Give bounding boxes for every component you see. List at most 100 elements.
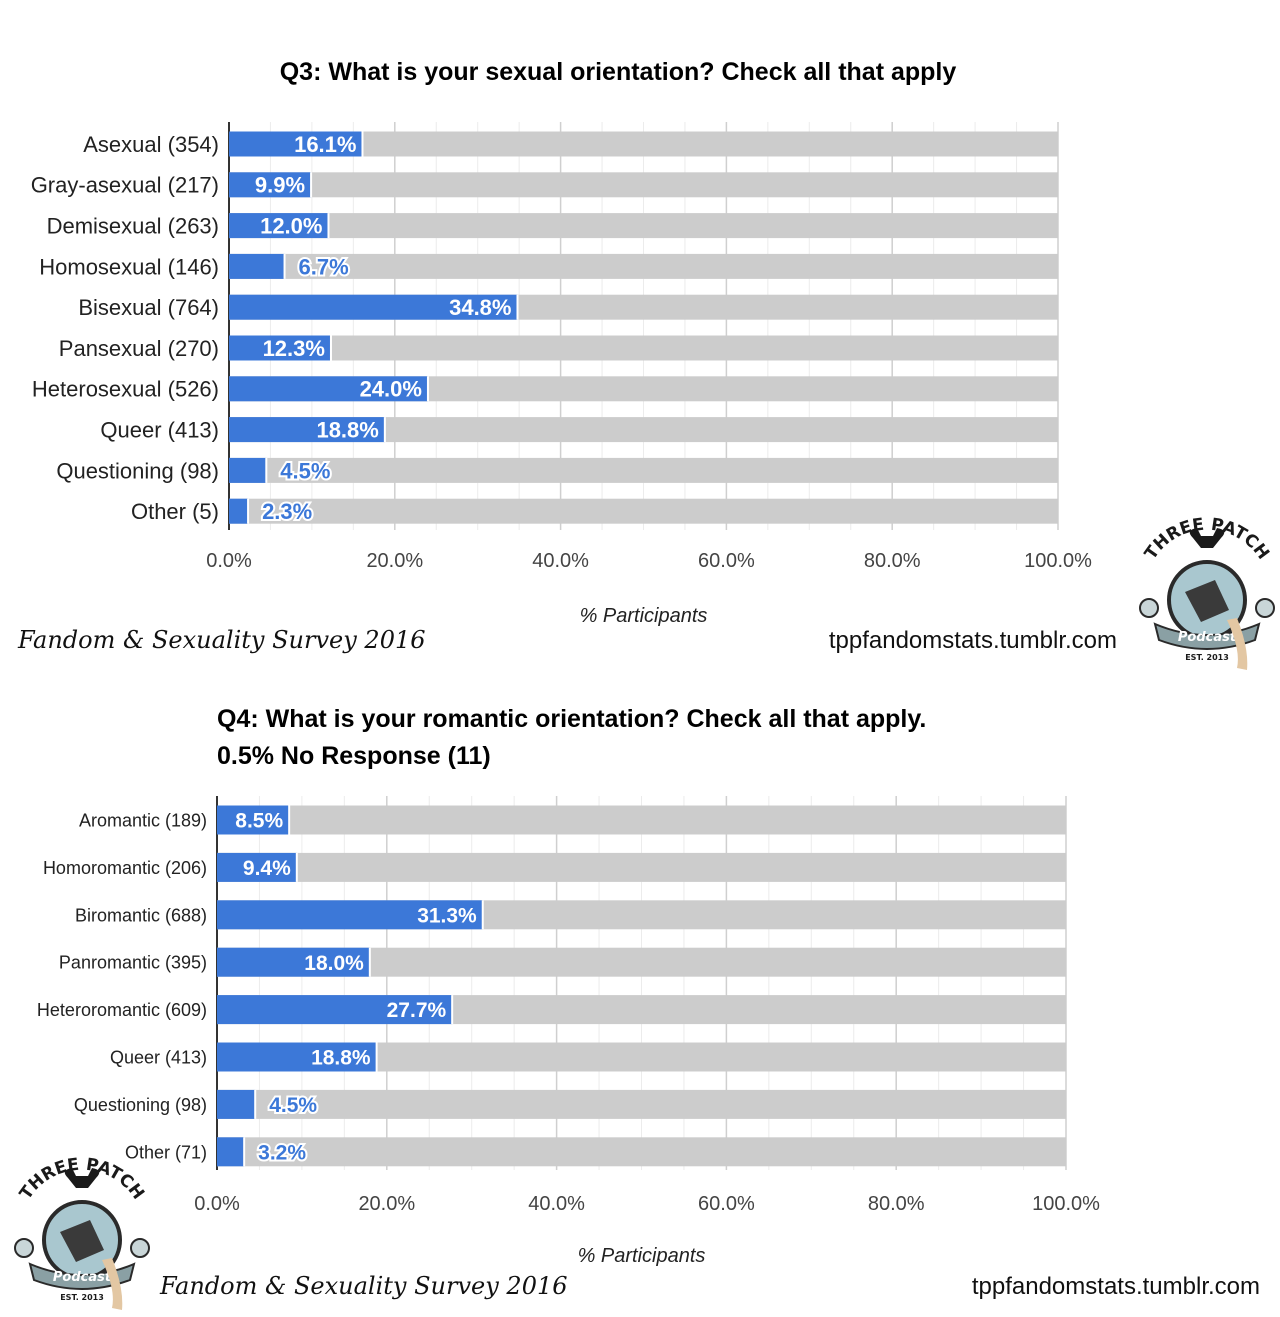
value-label: 24.0% (360, 377, 422, 402)
bar-track (229, 498, 1058, 524)
logo-est: EST. 2013 (60, 1293, 104, 1302)
x-tick-label: 100.0% (1032, 1193, 1100, 1215)
bar (229, 498, 249, 524)
bar (217, 995, 453, 1025)
bar-row: Asexual (354) 16.1% (83, 131, 1058, 157)
category-label: Homoromantic (206) (43, 858, 207, 878)
value-label: 34.8% (449, 295, 511, 320)
bar (217, 1137, 245, 1167)
category-label: Other (5) (131, 499, 219, 524)
bar (229, 376, 428, 402)
logo-figure (60, 1220, 104, 1262)
bar (229, 457, 267, 483)
bar (229, 335, 331, 361)
category-label: Asexual (354) (83, 132, 219, 157)
skull-icon (1255, 598, 1275, 618)
bar-row: Homoromantic (206) 9.4% (43, 852, 1066, 882)
survey-name: Fandom & Sexuality Survey 2016 (159, 1272, 568, 1300)
category-label: Pansexual (270) (59, 336, 219, 361)
value-label: 31.3% (417, 904, 477, 927)
x-axis-title: % Participants (580, 605, 708, 627)
bar (229, 253, 285, 279)
value-label: 9.9% (255, 173, 305, 198)
bar (217, 1089, 256, 1119)
category-label: Queer (413) (100, 418, 219, 443)
chart-q3: Q3: What is your sexual orientation? Che… (17, 58, 1275, 670)
value-label: 27.7% (387, 999, 447, 1022)
value-label: 18.8% (316, 418, 378, 443)
bar (229, 172, 312, 198)
bull-icon (1189, 528, 1225, 548)
value-label: 18.0% (304, 952, 364, 975)
value-label: 9.4% (243, 857, 291, 880)
x-tick-label: 80.0% (868, 1193, 925, 1215)
logo-badge: Podcast (53, 1270, 112, 1285)
value-label: 3.2% (258, 1141, 306, 1164)
x-tick-label: 40.0% (528, 1193, 585, 1215)
category-label: Heterosexual (526) (32, 377, 219, 402)
value-label: 8.5% (235, 810, 283, 833)
x-tick-label: 80.0% (864, 550, 921, 572)
x-axis-title: % Participants (578, 1245, 706, 1267)
value-label: 12.0% (260, 214, 322, 239)
x-tick-label: 0.0% (206, 550, 252, 572)
skull-icon (130, 1238, 150, 1258)
logo-badge: Podcast (1178, 630, 1237, 645)
survey-name: Fandom & Sexuality Survey 2016 (17, 626, 426, 654)
bar-row: Biromantic (688) 31.3% (75, 900, 1066, 930)
x-tick-label: 0.0% (194, 1193, 240, 1215)
category-label: Questioning (98) (56, 458, 219, 483)
source-url: tppfandomstats.tumblr.com (829, 627, 1117, 654)
value-label: 4.5% (280, 458, 330, 483)
bar-track (229, 172, 1058, 198)
value-label: 16.1% (294, 132, 356, 157)
category-label: Aromantic (189) (79, 810, 207, 830)
bar-track (229, 457, 1058, 483)
bar-track (229, 253, 1058, 279)
bar (217, 947, 370, 977)
chart-q4: Q4: What is your romantic orientation? C… (14, 705, 1260, 1310)
x-tick-label: 40.0% (532, 550, 589, 572)
bar-row: Pansexual (270) 12.3% (59, 335, 1058, 361)
source-url: tppfandomstats.tumblr.com (972, 1273, 1260, 1300)
chart-subtitle: 0.5% No Response (11) (217, 742, 491, 770)
bar-track (217, 1137, 1066, 1167)
x-tick-label: 20.0% (358, 1193, 415, 1215)
logo-hand (1227, 618, 1248, 670)
x-tick-label: 60.0% (698, 1193, 755, 1215)
bar-track (229, 213, 1058, 239)
bar-row: Queer (413) 18.8% (100, 417, 1058, 443)
bar-row: Panromantic (395) 18.0% (59, 947, 1066, 977)
bar-row: Heterosexual (526) 24.0% (32, 376, 1058, 402)
value-label: 4.5% (269, 1094, 317, 1117)
bull-icon (64, 1168, 100, 1188)
value-label: 2.3% (262, 499, 312, 524)
chart-title: Q3: What is your sexual orientation? Che… (280, 58, 957, 86)
category-label: Biromantic (688) (75, 905, 207, 925)
bar-row: Other (71) 3.2% (125, 1137, 1066, 1166)
category-label: Questioning (98) (74, 1095, 207, 1115)
logo-banner (1153, 622, 1261, 650)
bar (229, 131, 363, 157)
logo-hand (102, 1258, 123, 1310)
category-label: Gray-asexual (217) (31, 173, 219, 198)
bar-row: Homosexual (146) 6.7% (39, 252, 1058, 281)
bar (229, 213, 329, 239)
value-label: 6.7% (299, 254, 349, 279)
bar (217, 900, 483, 930)
x-tick-label: 100.0% (1024, 550, 1092, 572)
value-label: 12.3% (263, 336, 325, 361)
bar (229, 294, 518, 320)
bar-row: Questioning (98) 4.5% (56, 456, 1058, 485)
bar (217, 852, 297, 882)
skull-icon (1139, 598, 1159, 618)
category-label: Panromantic (395) (59, 953, 207, 973)
category-label: Other (71) (125, 1142, 207, 1162)
bar (229, 417, 385, 443)
logo-est: EST. 2013 (1185, 653, 1229, 662)
x-tick-label: 60.0% (698, 550, 755, 572)
logo-banner (28, 1262, 136, 1290)
bar-row: Bisexual (764) 34.8% (78, 294, 1058, 320)
